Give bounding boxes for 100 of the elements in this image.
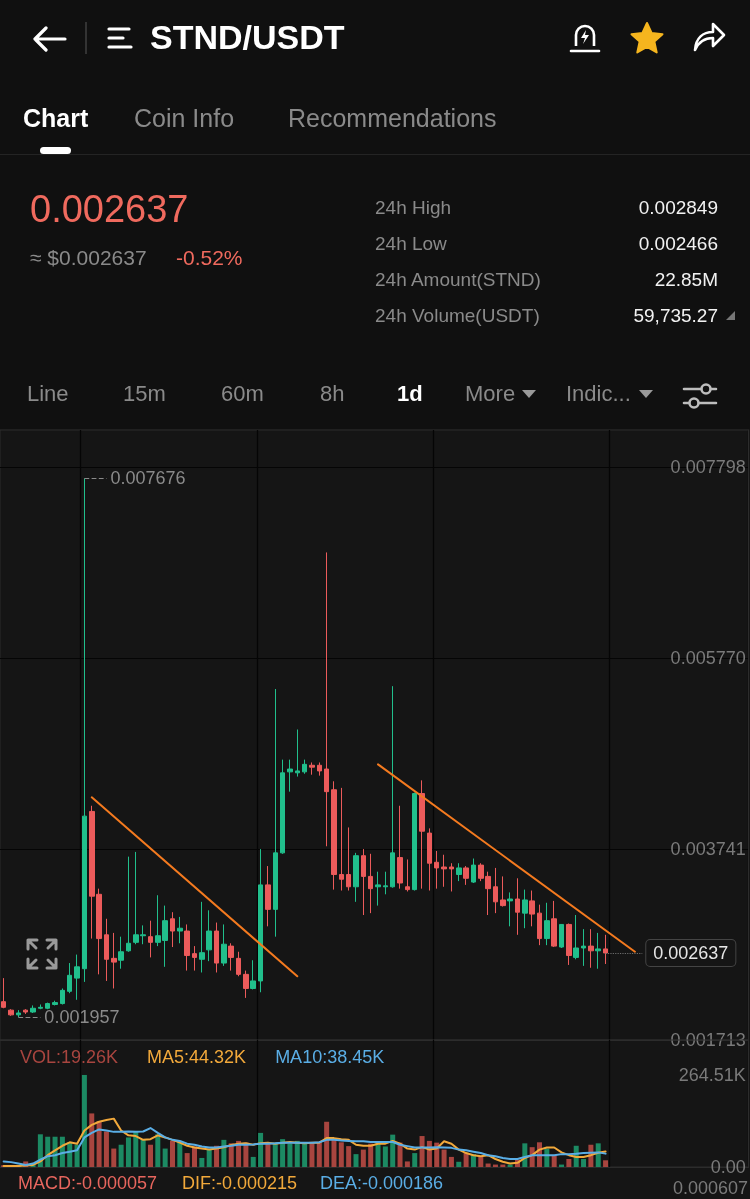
text: ≈ $0.002637 xyxy=(30,245,147,271)
candlestick xyxy=(368,853,373,914)
y-tick-label: 264.51K xyxy=(678,1064,746,1085)
bar xyxy=(169,1140,175,1167)
candlestick xyxy=(566,923,572,966)
text: -0.52% xyxy=(176,245,243,271)
bar xyxy=(125,1137,131,1167)
candlestick xyxy=(258,848,263,993)
bar xyxy=(404,1161,410,1167)
candlestick xyxy=(199,901,205,973)
candlestick xyxy=(493,867,498,914)
text: 15m xyxy=(123,381,166,407)
candlestick xyxy=(214,922,219,973)
text: Coin Info xyxy=(134,103,235,133)
candlestick xyxy=(537,904,542,946)
bar xyxy=(199,1157,205,1167)
candlestick xyxy=(8,1008,14,1017)
bar xyxy=(441,1149,447,1167)
bar xyxy=(162,1148,168,1167)
candlestick xyxy=(346,826,351,892)
candlestick xyxy=(52,1000,58,1006)
candlestick xyxy=(126,856,131,953)
candlestick xyxy=(603,934,608,965)
candlestick xyxy=(250,959,256,990)
text: 24h Volume(USDT) xyxy=(375,305,540,327)
bar xyxy=(258,1132,264,1167)
candlestick xyxy=(522,889,528,929)
bar xyxy=(324,1121,330,1167)
candlestick xyxy=(265,865,271,927)
bar xyxy=(177,1140,183,1167)
bar xyxy=(250,1156,256,1167)
bar xyxy=(382,1146,388,1167)
text: 0.000607 xyxy=(672,1177,748,1199)
bar xyxy=(265,1143,271,1167)
text: Chart xyxy=(23,103,89,133)
candlestick xyxy=(148,920,153,958)
bar xyxy=(302,1142,308,1167)
candlestick xyxy=(60,987,65,1005)
candlestick xyxy=(500,875,506,908)
candlestick xyxy=(463,865,469,886)
text: More xyxy=(465,381,516,407)
candlestick xyxy=(118,936,124,970)
text: DIF:-0.000215 xyxy=(182,1172,298,1194)
text: MACD:-0.000057 xyxy=(18,1172,158,1194)
candlestick xyxy=(295,728,300,778)
text: 8h xyxy=(320,381,345,407)
bar xyxy=(184,1153,190,1167)
candlestick xyxy=(287,759,293,793)
bar xyxy=(603,1160,609,1167)
y-tick-label: 0.001713 xyxy=(670,1030,746,1050)
candlestick xyxy=(412,792,417,892)
text: 0.002637 xyxy=(30,188,189,232)
candlestick xyxy=(221,923,227,967)
text: MA10:38.45K xyxy=(275,1047,385,1067)
bar xyxy=(111,1148,117,1167)
y-tick-label: 0.005770 xyxy=(670,647,746,668)
bar xyxy=(89,1113,95,1167)
bar xyxy=(368,1143,374,1167)
y-tick-label: 0.00 xyxy=(710,1157,746,1177)
bar xyxy=(551,1155,557,1167)
bar xyxy=(221,1139,227,1167)
line-series xyxy=(2,1117,607,1167)
candlestick xyxy=(104,918,109,982)
text: 1d xyxy=(397,381,423,407)
candlestick xyxy=(449,862,454,892)
candlestick xyxy=(471,858,476,884)
bar xyxy=(272,1142,278,1167)
candlestick xyxy=(353,852,359,903)
candlestick xyxy=(331,780,337,891)
bar xyxy=(331,1139,337,1167)
candlestick xyxy=(339,787,344,892)
bar xyxy=(419,1136,425,1167)
candlestick xyxy=(397,805,403,890)
text: DEA:-0.000186 xyxy=(320,1172,444,1194)
annotation: 0.001957 xyxy=(44,1007,120,1028)
bar xyxy=(294,1140,300,1167)
text: MA5:44.32K xyxy=(147,1047,247,1067)
candlestick xyxy=(236,951,241,977)
candlestick xyxy=(551,900,557,948)
candlestick xyxy=(74,954,80,1001)
candlestick xyxy=(581,928,586,967)
candlestick xyxy=(559,923,564,949)
candlestick xyxy=(427,827,432,892)
bar xyxy=(309,1142,315,1167)
candlestick xyxy=(273,688,278,938)
text: 24h Low xyxy=(375,233,447,255)
text: 24h High xyxy=(375,197,452,219)
bar xyxy=(103,1131,109,1167)
annotation: 0.007676 xyxy=(110,468,186,489)
y-tick-label: 0.007798 xyxy=(670,456,746,477)
y-tick-label: 0.003741 xyxy=(670,839,746,859)
bar xyxy=(316,1142,322,1167)
candlestick xyxy=(1,977,6,1009)
candlestick xyxy=(23,1008,28,1015)
candlestick xyxy=(38,1003,43,1010)
candlestick xyxy=(390,685,395,889)
bar xyxy=(448,1156,454,1167)
candlestick xyxy=(309,761,315,776)
text: 24h Amount(STND) xyxy=(375,269,541,291)
bar xyxy=(206,1149,212,1167)
